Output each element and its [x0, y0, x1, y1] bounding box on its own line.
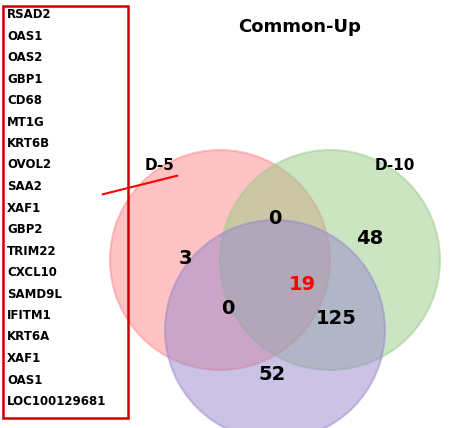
Text: 0: 0	[221, 298, 235, 318]
Text: 48: 48	[356, 229, 384, 247]
Text: XAF1: XAF1	[7, 352, 41, 365]
Text: XAF1: XAF1	[7, 202, 41, 214]
Text: CXCL10: CXCL10	[7, 266, 57, 279]
Text: CD68: CD68	[7, 94, 42, 107]
Text: OAS1: OAS1	[7, 30, 42, 42]
Bar	[3, 6, 128, 417]
Text: RSAD2: RSAD2	[7, 8, 52, 21]
Text: 3: 3	[178, 249, 192, 268]
Text: 52: 52	[259, 366, 286, 384]
Text: IFITM1: IFITM1	[7, 309, 52, 322]
Text: SAMD9L: SAMD9L	[7, 288, 62, 300]
Text: LOC100129681: LOC100129681	[7, 395, 106, 408]
Text: D-5: D-5	[145, 158, 175, 172]
Text: SAA2: SAA2	[7, 180, 42, 193]
Circle shape	[110, 150, 330, 370]
Circle shape	[165, 220, 385, 428]
Text: KRT6B: KRT6B	[7, 137, 50, 150]
Text: OAS1: OAS1	[7, 374, 42, 386]
Text: Common-Up: Common-Up	[239, 18, 361, 36]
Text: KRT6A: KRT6A	[7, 330, 50, 344]
Circle shape	[220, 150, 440, 370]
Text: 0: 0	[268, 208, 282, 228]
Text: GBP2: GBP2	[7, 223, 42, 236]
Text: 19: 19	[288, 276, 316, 294]
Text: D-10: D-10	[375, 158, 415, 172]
Text: MT1G: MT1G	[7, 116, 45, 128]
Text: GBP1: GBP1	[7, 72, 42, 86]
Text: TRIM22: TRIM22	[7, 244, 57, 258]
Text: 125: 125	[316, 309, 357, 327]
Text: OVOL2: OVOL2	[7, 158, 51, 172]
Text: OAS2: OAS2	[7, 51, 42, 64]
